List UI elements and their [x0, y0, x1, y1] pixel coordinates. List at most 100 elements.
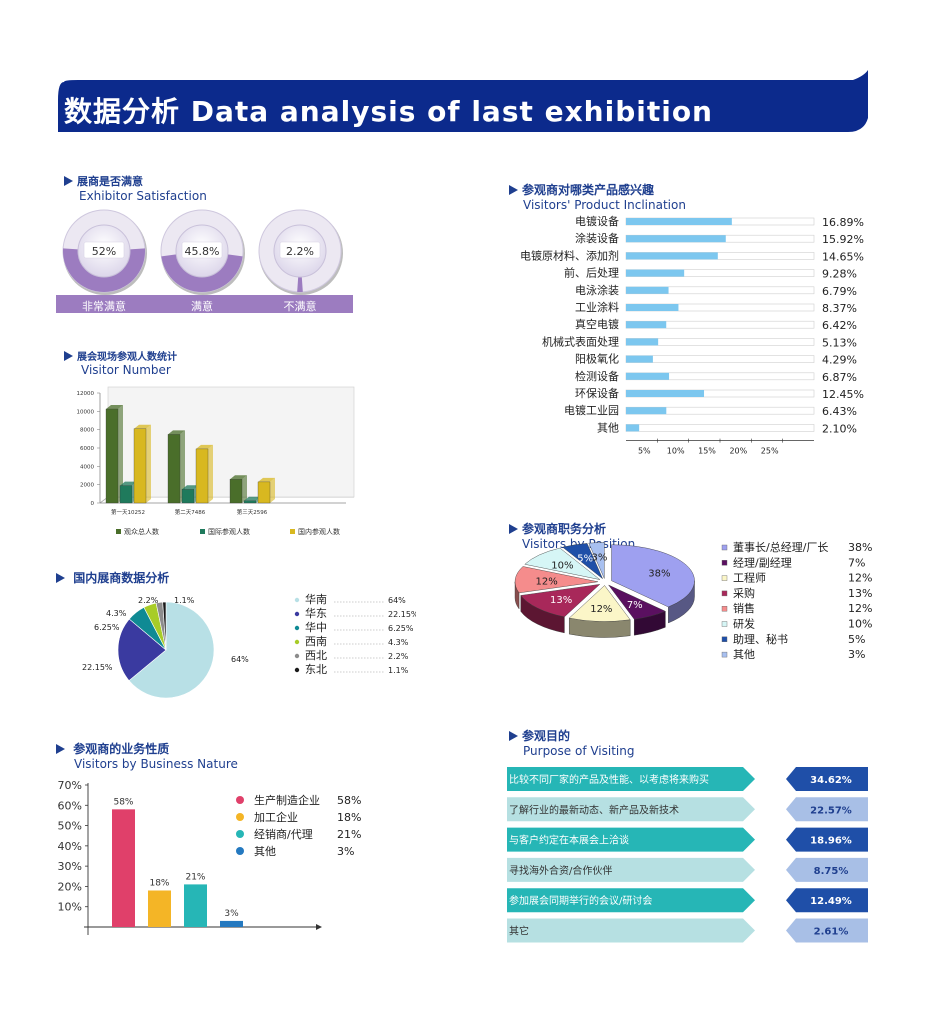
purpose-label: 了解行业的最新动态、新产品及新技术 — [509, 803, 679, 816]
pie-value-label: 10% — [551, 560, 573, 571]
x-category-label: 第三天2596 — [237, 508, 268, 516]
bar-国内参观人数 — [257, 481, 271, 504]
purpose-value-label: 18.96% — [810, 836, 852, 847]
pie-value-label: 3% — [592, 552, 608, 563]
pie-value-label: 6.25% — [94, 623, 120, 632]
bar-电镀设备 — [626, 218, 732, 225]
value-label: 9.28% — [822, 268, 857, 281]
bar-side — [270, 477, 275, 503]
purpose-label: 与客户约定在本展会上洽谈 — [509, 834, 629, 847]
position-heading: 参观商职务分析 Visitors by Position — [509, 520, 635, 551]
purpose-value-label: 22.57% — [810, 805, 852, 816]
legend-value: 21% — [337, 828, 361, 841]
bar-电镀原材料、添加剂 — [626, 252, 718, 260]
value-label: 6.42% — [822, 319, 857, 332]
legend-marker — [294, 597, 300, 603]
legend-label: 经理/副经理 — [733, 556, 792, 569]
legend-label: 生产制造企业 — [254, 793, 320, 807]
purpose-value-label: 34.62% — [810, 775, 852, 786]
legend-value: 3% — [337, 845, 354, 858]
x-tick-label: 5% — [638, 447, 651, 455]
pie-value-label: 64% — [231, 655, 249, 664]
legend-swatch — [721, 605, 728, 612]
legend-label: 研发 — [733, 617, 755, 631]
triangle-icon — [64, 351, 73, 361]
bar-top — [244, 496, 261, 501]
pie-slice-采购 — [520, 584, 601, 618]
category-label: 电镀设备 — [575, 214, 619, 228]
legend-swatch — [721, 590, 728, 597]
bar-前、后处理 — [626, 269, 685, 277]
pie-value-label: 12% — [536, 576, 558, 587]
legend-value: 22.15% — [388, 610, 416, 619]
bar-top — [106, 405, 123, 410]
legend-value: 18% — [337, 811, 361, 824]
legend-value: 12% — [848, 602, 872, 615]
legend-swatch — [200, 529, 205, 534]
bar-value-label: 58% — [113, 797, 133, 807]
bar-国际参观人数 — [243, 500, 257, 504]
bar-value-label: 21% — [185, 872, 205, 882]
triangle-icon — [509, 731, 518, 741]
legend-swatch — [721, 575, 728, 581]
bar-观众总人数 — [105, 408, 119, 504]
y-tick-label: 60% — [58, 799, 82, 812]
category-label: 检测设备 — [575, 369, 619, 383]
category-label: 电镀原材料、添加剂 — [520, 248, 619, 262]
y-tick-label: 50% — [58, 820, 82, 833]
legend-marker — [236, 796, 244, 804]
purpose-value-box — [786, 767, 868, 791]
bar-阳极氧化 — [626, 355, 653, 363]
purpose-bar-3 — [507, 857, 755, 882]
category-label: 真空电镀 — [575, 317, 619, 331]
donut-slice-不满意 — [297, 276, 303, 292]
legend-marker — [236, 813, 244, 821]
pie-slice-销售 — [514, 566, 599, 594]
pie-slice-工程师 — [568, 585, 631, 622]
legend-label: 国际参观人数 — [208, 527, 250, 536]
category-label: 工业涂料 — [575, 300, 619, 314]
legend-value: 13% — [848, 587, 872, 600]
bar-涂装设备 — [626, 235, 726, 243]
bar-side — [146, 424, 151, 503]
legend-value: 10% — [848, 618, 872, 631]
triangle-icon — [64, 176, 73, 186]
bar-电泳涂装 — [626, 286, 669, 294]
value-label: 14.65% — [822, 250, 864, 263]
category-label: 阳极氧化 — [575, 352, 619, 366]
bar-value-label: 18% — [149, 878, 169, 888]
bar-track — [625, 355, 815, 363]
pie-slice-华东 — [117, 618, 167, 682]
legend-marker — [294, 625, 300, 631]
bar-生产制造企业 — [112, 809, 135, 927]
legend-value: 1.1% — [388, 666, 409, 675]
y-tick-label: 12000 — [77, 391, 95, 397]
x-tick-label: 25% — [761, 447, 779, 455]
legend-value: 4.3% — [388, 638, 409, 647]
legend-label: 观众总人数 — [124, 527, 159, 536]
y-tick-label: 40% — [58, 840, 82, 853]
y-tick-label: 8000 — [80, 428, 94, 434]
x-category-label: 第一天10252 — [111, 508, 145, 516]
legend-value: 6.25% — [388, 624, 414, 633]
legend-swatch — [290, 529, 295, 534]
bar-工业涂料 — [626, 304, 679, 311]
legend-swatch — [721, 560, 728, 566]
donut-value-label: 45.8% — [185, 245, 220, 258]
visitor-number-heading: 展会现场参观人数统计 Visitor Number — [64, 348, 177, 377]
purpose-bar-5 — [507, 918, 755, 943]
satisfaction-heading: 展商是否满意 Exhibitor Satisfaction — [64, 173, 207, 203]
legend-label: 销售 — [733, 601, 755, 615]
pie-value-label: 13% — [550, 595, 572, 606]
y-tick-label: 10000 — [77, 409, 95, 415]
business-heading: 参观商的业务性质 Visitors by Business Nature — [56, 740, 238, 771]
triangle-icon — [509, 524, 518, 534]
purpose-chart: 比较不同厂家的产品及性能、以考虑将来购买 34.62% 了解行业的最新动态、新产品及… — [507, 767, 868, 943]
legend-value: 5% — [848, 633, 865, 646]
bar-side — [208, 444, 213, 503]
inclination-chart: 电镀设备 16.89% 涂装设备 15.92% 电镀原材料、添加剂 14.65% 前、后处理… — [520, 214, 864, 455]
purpose-value-box — [786, 857, 868, 882]
legend-label: 东北 — [305, 663, 327, 676]
satisfaction-chart: 52% 非常满意 45.8% 满意 2.2% 不满意 — [56, 209, 353, 313]
category-label: 电镀工业园 — [564, 403, 619, 417]
